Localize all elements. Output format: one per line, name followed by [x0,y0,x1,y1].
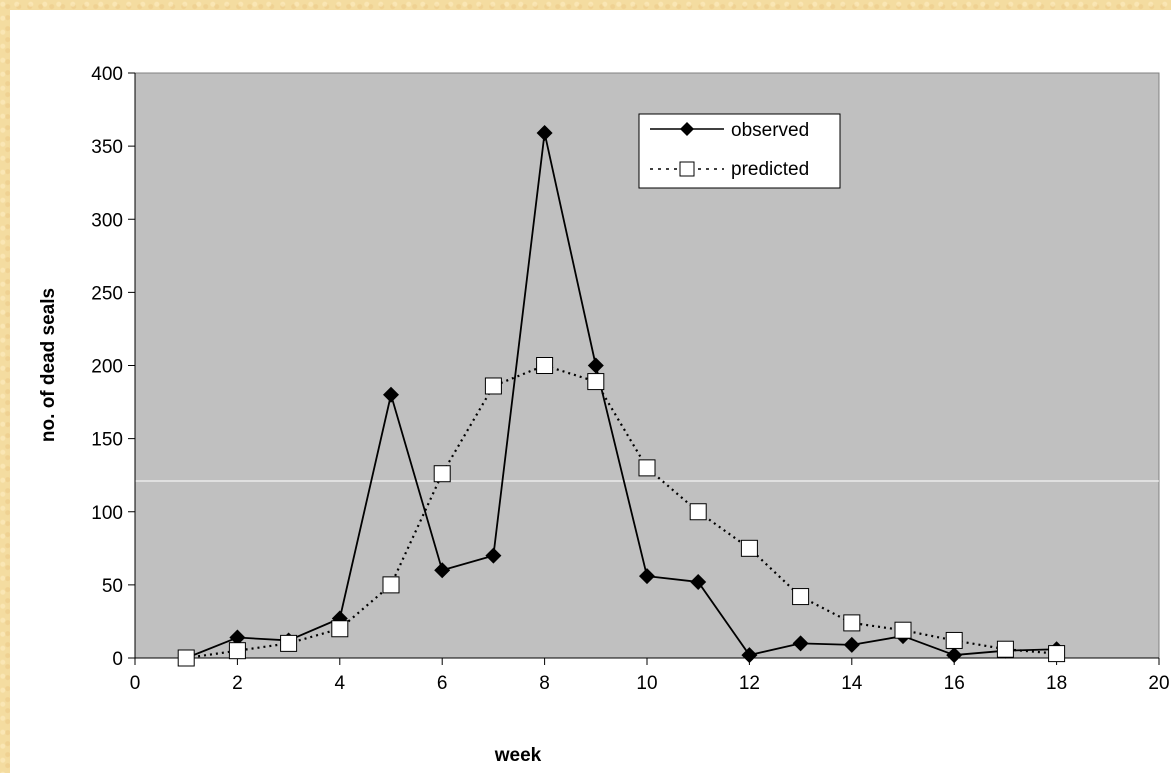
y-tick-label: 200 [91,357,123,378]
x-tick-label: 10 [636,673,657,694]
data-point-observed [690,573,707,590]
y-tick-label: 250 [91,283,123,304]
legend-predicted-label: predicted [731,159,809,180]
data-point-predicted [689,503,707,521]
data-point-observed [792,635,809,652]
data-point-predicted [433,465,451,483]
data-point-predicted [331,620,349,638]
legend-box [638,113,841,189]
data-point-predicted [587,373,605,391]
x-tick-label: 18 [1046,673,1067,694]
y-axis: 0 50 100 150 200 250 300 350 400 [91,64,136,670]
x-tick-label: 12 [739,673,760,694]
data-point-predicted [894,621,912,639]
data-point-observed [946,647,963,664]
x-tick-label: 4 [335,673,346,694]
data-point-predicted [843,614,861,632]
data-point-predicted [177,649,195,667]
x-tick-label: 2 [232,673,243,694]
y-tick-label: 100 [91,503,123,524]
data-point-observed [229,629,246,646]
x-tick-label: 20 [1148,673,1169,694]
data-point-predicted [280,634,298,652]
legend-predicted-marker [679,161,695,177]
x-axis: 0 2 4 6 8 10 12 14 16 18 20 [130,657,1170,694]
data-point-predicted [536,357,554,374]
series-line-observed [185,132,1057,659]
x-tick-label: 6 [437,673,448,694]
y-axis-title: no. of dead seals [38,288,59,442]
data-point-observed [587,357,604,374]
y-tick-label: 50 [102,576,123,597]
data-point-predicted [740,539,758,557]
legend-observed-marker [680,122,694,136]
data-point-predicted [1048,645,1066,663]
data-point-predicted [484,377,502,395]
legend: observed predicted [638,113,841,189]
data-point-observed [639,568,655,585]
data-point-observed [843,636,860,653]
data-point-predicted [792,588,810,606]
data-point-observed [485,547,502,564]
x-tick-label: 8 [539,673,550,694]
y-tick-label: 150 [91,430,123,451]
data-point-predicted [382,576,400,594]
x-tick-label: 16 [944,673,965,694]
legend-observed-label: observed [731,120,809,141]
series-lines [185,132,1057,660]
series-markers [177,124,1066,667]
data-point-observed [741,647,758,664]
y-tick-label: 300 [91,210,123,231]
chart-svg: 0 50 100 150 200 250 300 350 400 0 2 4 6 8 10 12 14 16 18… [38,64,1170,766]
chart-frame: 0 50 100 150 200 250 300 350 400 0 2 4 6 8 10 12 14 16 18… [10,10,1171,773]
series-line-predicted [186,364,1057,660]
data-point-predicted [945,631,963,649]
y-tick-label: 0 [112,649,123,670]
data-point-predicted [996,640,1014,658]
data-point-observed [383,386,399,403]
data-point-observed [434,562,451,579]
x-tick-label: 14 [841,673,863,694]
y-tick-label: 400 [91,64,123,85]
x-axis-title: week [494,745,542,766]
data-point-predicted [228,642,246,660]
x-tick-label: 0 [130,673,141,694]
y-tick-label: 350 [91,137,123,158]
data-point-predicted [638,459,656,477]
